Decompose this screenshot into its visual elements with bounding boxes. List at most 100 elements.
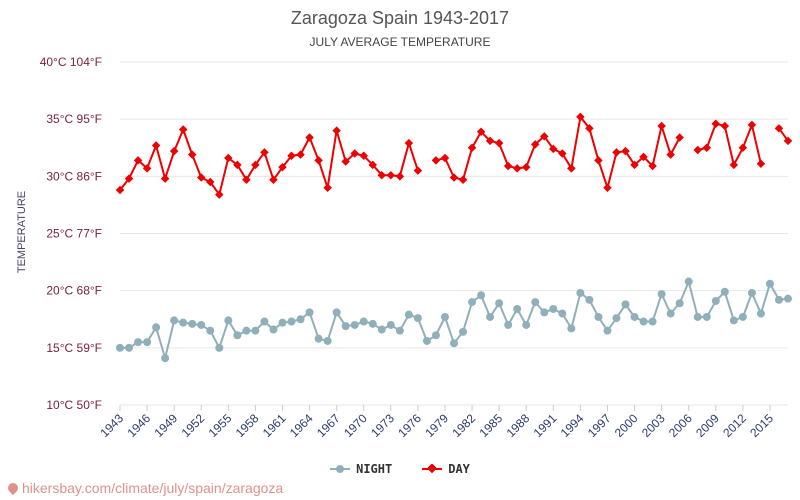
day-data-point bbox=[215, 190, 224, 199]
x-tick-label: 1988 bbox=[504, 411, 533, 440]
night-data-point bbox=[386, 320, 395, 329]
chart-subtitle: JULY AVERAGE TEMPERATURE bbox=[309, 35, 491, 49]
day-data-point bbox=[485, 136, 495, 146]
day-data-point bbox=[359, 151, 368, 160]
x-tick-label: 1994 bbox=[558, 411, 587, 440]
x-tick-label: 2003 bbox=[639, 411, 668, 440]
night-data-point bbox=[332, 308, 341, 317]
legend-label-night: NIGHT bbox=[356, 462, 393, 476]
night-data-point bbox=[431, 331, 440, 340]
night-data-point bbox=[206, 326, 215, 335]
night-data-point bbox=[612, 314, 621, 323]
night-data-point bbox=[495, 299, 504, 308]
night-data-point bbox=[711, 296, 720, 305]
night-data-point bbox=[630, 312, 639, 321]
night-data-point bbox=[784, 294, 792, 303]
night-data-point bbox=[413, 314, 422, 323]
x-tick-label: 2000 bbox=[612, 411, 641, 440]
x-tick-label: 1985 bbox=[476, 411, 505, 440]
watermark[interactable]: hikersbay.com/climate/july/spain/zaragoz… bbox=[5, 480, 283, 496]
day-data-point bbox=[693, 145, 702, 155]
day-data-point bbox=[467, 143, 477, 152]
night-data-point bbox=[531, 298, 540, 307]
day-data-point bbox=[242, 175, 251, 185]
day-data-point bbox=[738, 143, 748, 152]
night-data-point bbox=[675, 299, 684, 308]
night-data-point bbox=[368, 319, 377, 328]
night-data-point bbox=[702, 312, 711, 321]
day-data-point bbox=[440, 153, 450, 163]
night-data-point bbox=[305, 308, 314, 317]
night-data-point bbox=[657, 290, 666, 299]
night-data-point bbox=[242, 326, 251, 335]
night-data-point bbox=[287, 317, 296, 326]
legend-item-night[interactable]: NIGHT bbox=[330, 462, 392, 476]
night-data-point bbox=[522, 320, 531, 329]
day-data-point bbox=[305, 133, 314, 142]
x-tick-label: 2015 bbox=[747, 411, 776, 440]
x-tick-label: 2009 bbox=[693, 411, 722, 440]
day-data-point bbox=[612, 148, 621, 157]
night-data-point bbox=[639, 317, 648, 326]
x-tick-label: 1967 bbox=[314, 411, 343, 440]
day-data-point bbox=[287, 151, 296, 160]
night-data-point bbox=[540, 308, 549, 317]
x-tick-label: 1943 bbox=[97, 411, 126, 440]
night-data-point bbox=[684, 277, 693, 286]
night-data-point bbox=[693, 312, 702, 321]
day-data-point bbox=[233, 160, 242, 170]
day-data-point bbox=[350, 149, 359, 158]
night-data-point bbox=[504, 320, 513, 329]
night-data-point bbox=[341, 322, 350, 331]
night-data-point bbox=[765, 279, 774, 288]
night-data-point bbox=[576, 288, 585, 297]
x-tick-label: 1964 bbox=[287, 411, 316, 440]
day-data-point bbox=[197, 173, 206, 182]
day-data-point bbox=[269, 175, 278, 185]
night-data-point bbox=[314, 334, 323, 343]
night-data-point bbox=[134, 338, 143, 347]
x-tick-label: 1955 bbox=[206, 411, 235, 440]
night-data-point bbox=[224, 316, 233, 325]
day-data-point bbox=[458, 175, 468, 185]
night-data-point bbox=[188, 319, 197, 328]
night-data-point bbox=[161, 354, 170, 363]
night-data-point bbox=[621, 300, 630, 309]
night-data-point bbox=[359, 317, 368, 326]
night-data-point bbox=[422, 336, 431, 345]
x-tick-label: 1973 bbox=[368, 411, 397, 440]
day-data-point bbox=[187, 150, 197, 159]
day-data-point bbox=[368, 160, 377, 170]
day-series-line bbox=[435, 115, 681, 189]
night-data-point bbox=[404, 310, 413, 319]
x-tick-label: 1952 bbox=[179, 411, 208, 440]
legend: NIGHT DAY bbox=[0, 462, 800, 476]
day-data-point bbox=[729, 160, 739, 170]
night-data-point bbox=[648, 317, 657, 326]
night-data-point bbox=[720, 287, 729, 296]
night-data-point bbox=[296, 315, 305, 324]
legend-item-day[interactable]: DAY bbox=[422, 462, 470, 476]
day-data-point bbox=[160, 174, 170, 183]
night-swatch-icon bbox=[330, 465, 351, 473]
day-data-point bbox=[142, 164, 152, 173]
night-data-point bbox=[278, 318, 287, 327]
night-data-point bbox=[459, 327, 468, 336]
night-data-point bbox=[125, 343, 134, 352]
night-data-point bbox=[269, 325, 278, 334]
y-tick-label: 20°C 68°F bbox=[46, 284, 102, 298]
day-swatch-icon bbox=[422, 464, 443, 474]
x-tick-label: 1958 bbox=[233, 411, 262, 440]
x-tick-label: 2006 bbox=[666, 411, 695, 440]
day-data-point bbox=[675, 133, 684, 142]
night-data-point bbox=[729, 316, 738, 325]
night-data-point bbox=[594, 312, 603, 321]
day-data-point bbox=[115, 185, 125, 195]
day-data-point bbox=[666, 150, 675, 159]
y-tick-label: 30°C 86°F bbox=[46, 169, 102, 183]
night-data-point bbox=[116, 343, 124, 352]
night-data-point bbox=[143, 338, 152, 347]
night-data-point bbox=[603, 326, 612, 335]
day-data-point bbox=[756, 159, 766, 168]
day-data-point bbox=[594, 156, 603, 165]
